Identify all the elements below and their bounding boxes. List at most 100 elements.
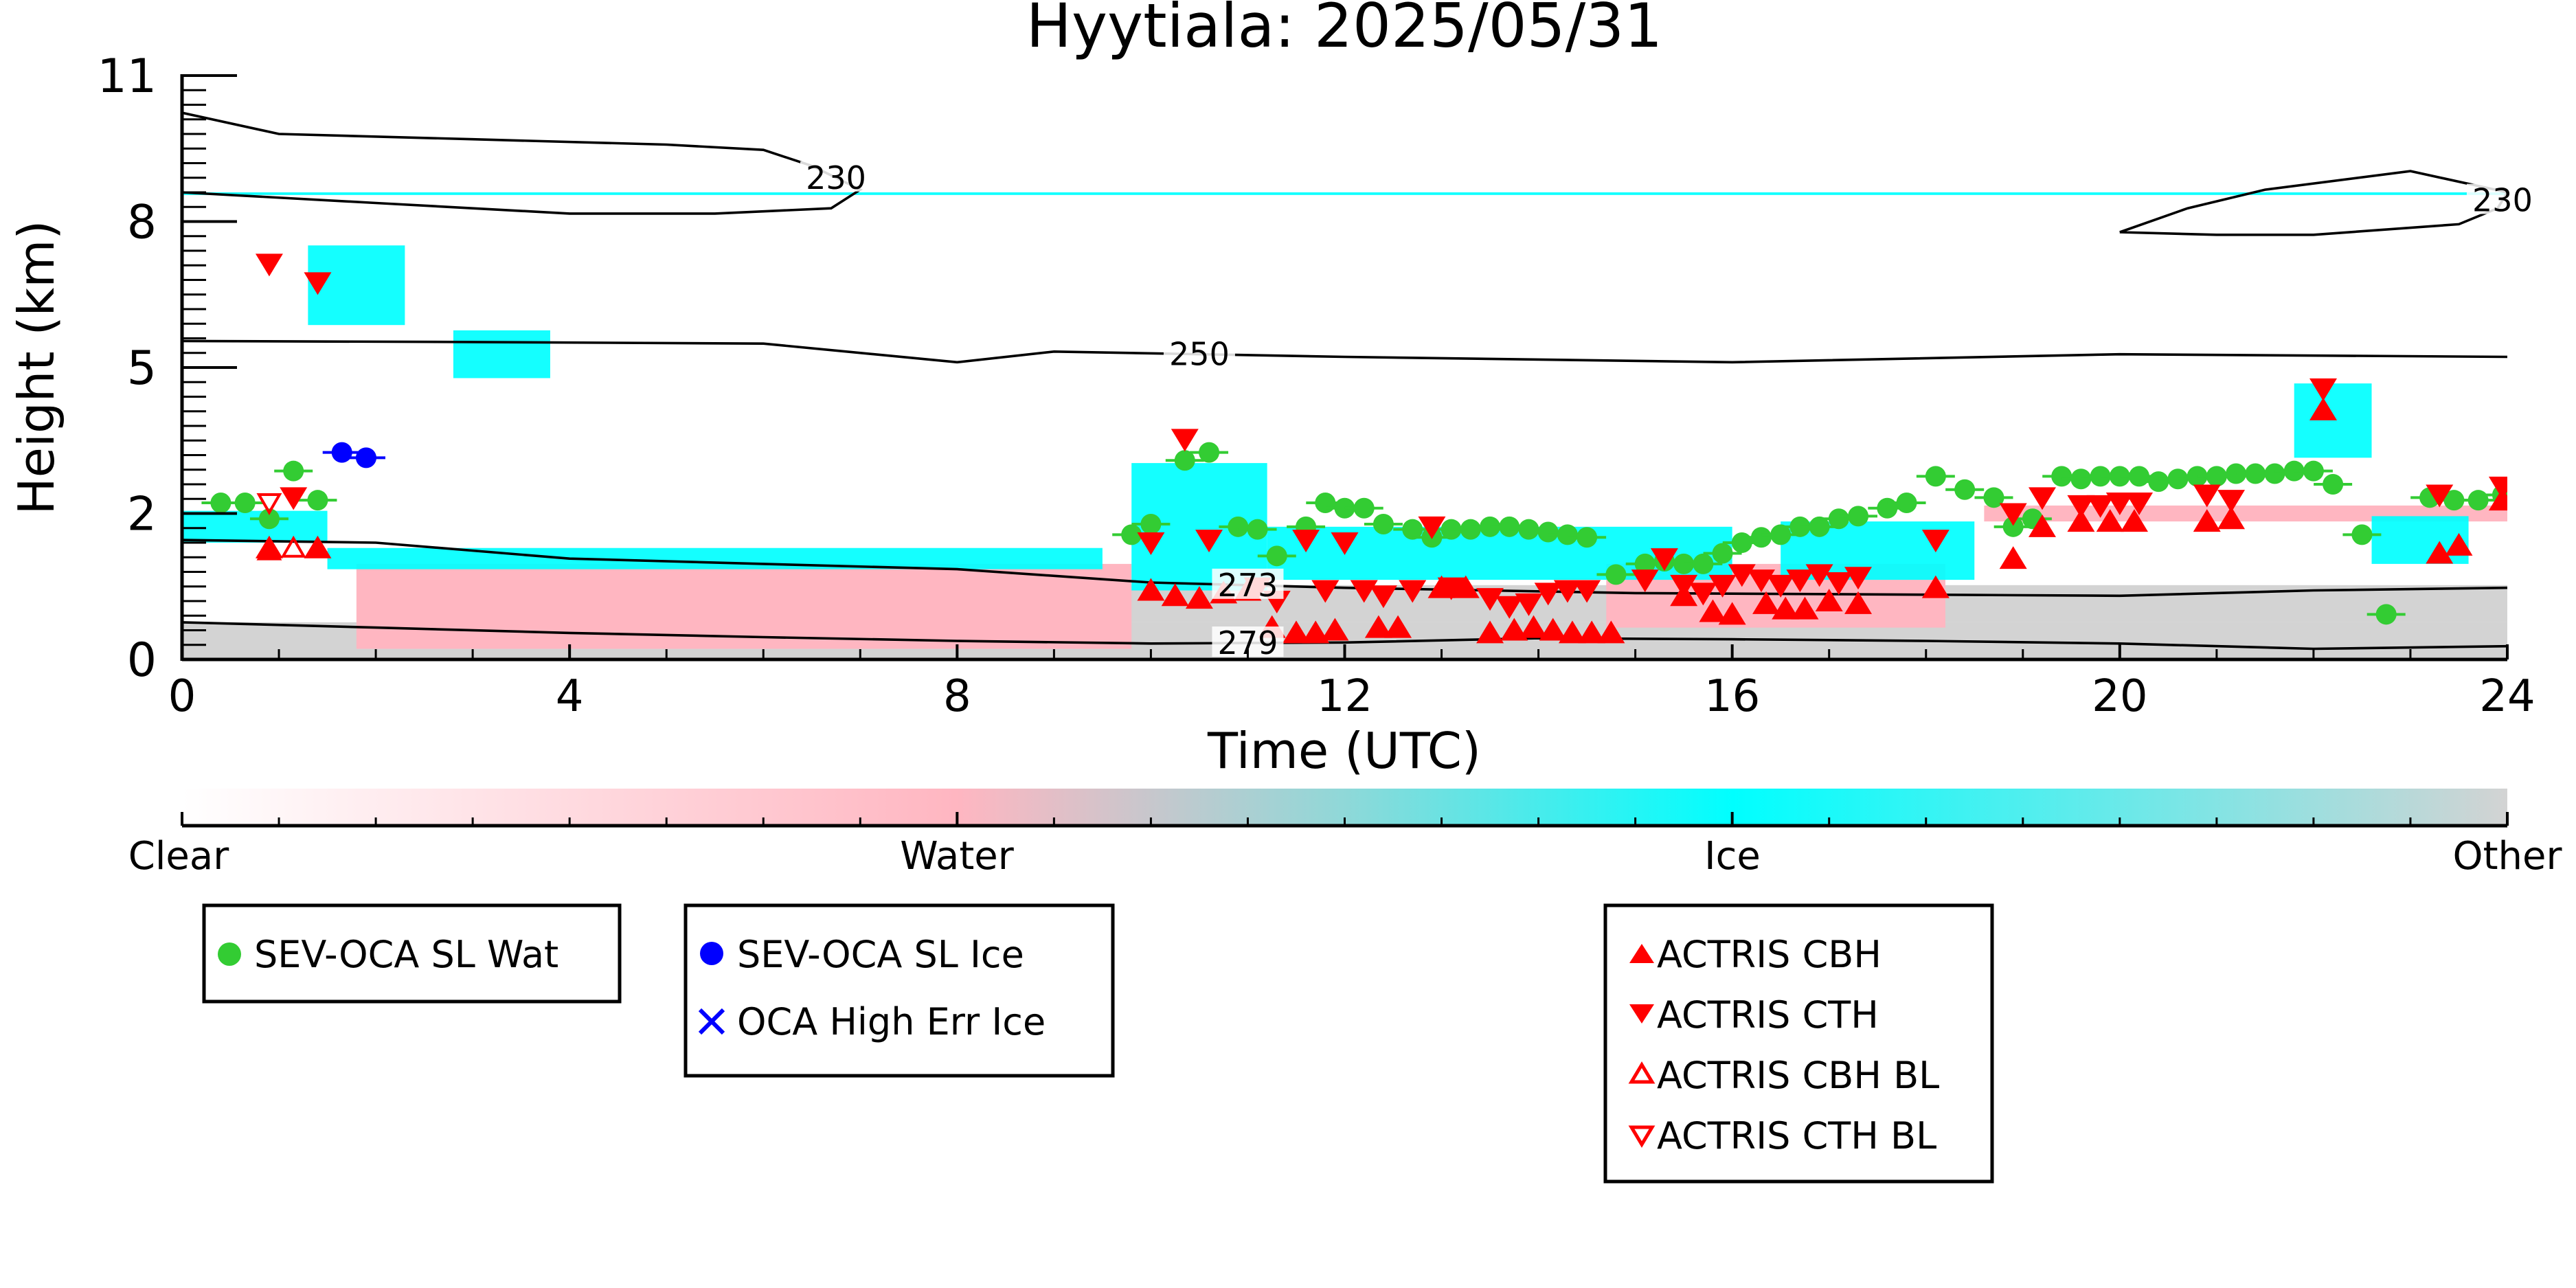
data-point <box>1999 546 2027 569</box>
data-point <box>355 447 376 468</box>
data-point <box>2187 466 2208 487</box>
data-point <box>2193 484 2221 508</box>
data-point <box>1228 516 1249 537</box>
x-tick-label: 16 <box>1704 671 1760 722</box>
data-point <box>1537 521 1559 543</box>
data-point <box>1786 569 1814 593</box>
data-point <box>1731 532 1752 553</box>
series-sev-oca-sl-wat <box>201 442 2507 625</box>
data-point <box>2002 516 2024 537</box>
data-point <box>2086 495 2114 518</box>
data-point <box>1634 553 1656 574</box>
x-tick-label: 4 <box>556 671 584 722</box>
data-point <box>1954 479 1976 500</box>
data-point <box>1199 442 1220 463</box>
contour-label-bg <box>2466 183 2538 214</box>
data-point <box>304 272 332 295</box>
contour-line <box>2119 170 2507 236</box>
data-point <box>1650 548 1678 572</box>
legend-marker-oca-high-err-ice <box>698 1008 725 1035</box>
data-point <box>1137 532 1165 555</box>
data-point <box>1983 487 2004 508</box>
layer-ice <box>182 192 2507 195</box>
data-point <box>2070 468 2092 490</box>
y-tick-label: 2 <box>127 488 157 542</box>
data-point <box>1500 618 1528 641</box>
data-point <box>280 535 306 558</box>
data-point <box>1440 519 1462 540</box>
data-point <box>255 253 283 277</box>
x-axis-label: Time (UTC) <box>1207 722 1481 780</box>
contour-label: 230 <box>806 159 866 196</box>
data-point <box>2426 484 2454 508</box>
data-point <box>2125 493 2154 516</box>
data-point <box>1282 620 1310 644</box>
data-point <box>2351 524 2373 545</box>
data-point <box>1451 575 1480 598</box>
data-point <box>1331 532 1359 555</box>
data-point <box>1828 508 1849 530</box>
legend-marker-actris-cth <box>1629 1004 1654 1024</box>
data-point <box>1460 519 1481 540</box>
data-point <box>1364 615 1392 638</box>
colorbar: Clear Water Ice Other <box>128 789 2562 879</box>
data-point <box>1848 506 1869 527</box>
data-point <box>1321 618 1349 641</box>
data-point <box>1534 583 1562 606</box>
data-point <box>2029 514 2056 537</box>
data-point <box>1699 599 1727 622</box>
data-point <box>1805 564 1833 587</box>
legend-marker-actris-cbh-bl <box>1628 1061 1656 1084</box>
data-point <box>1372 513 1394 534</box>
contour-line <box>182 111 863 215</box>
layer-ice <box>308 245 405 326</box>
data-point <box>1605 564 1627 585</box>
data-point <box>1161 583 1189 607</box>
data-point <box>1999 503 2027 526</box>
data-point <box>1195 530 1223 553</box>
data-point <box>307 490 328 511</box>
data-point <box>1673 553 1695 574</box>
series-actris-cth-bl <box>256 493 282 516</box>
legend-box-water: SEV-OCA SL Wat <box>202 903 622 1004</box>
data-point <box>1689 583 1717 606</box>
contour-label-bg <box>800 161 872 192</box>
data-point <box>1925 466 1946 487</box>
data-point <box>2067 509 2095 532</box>
data-point <box>1334 497 1355 519</box>
data-point <box>1437 577 1465 600</box>
data-point <box>1772 596 1800 620</box>
legend-label-oca-high-err-ice: OCA High Err Ice <box>737 1000 1046 1043</box>
data-point <box>1844 591 1873 614</box>
data-point <box>1791 596 1819 620</box>
data-point <box>2120 509 2148 532</box>
data-point <box>256 538 282 561</box>
data-point <box>1399 580 1427 603</box>
legend-frame-water <box>202 903 622 1004</box>
data-point <box>1476 620 1504 644</box>
x-tick-label: 24 <box>2479 671 2535 722</box>
data-point <box>1292 530 1320 553</box>
layer-water <box>356 563 1132 649</box>
data-point <box>1750 527 1772 548</box>
data-point <box>1809 516 1830 537</box>
axis-ticks: 0 4 8 12 16 20 24 0 2 5 8 11 <box>97 49 2535 722</box>
data-point <box>2029 487 2056 510</box>
data-point <box>1515 593 1543 616</box>
data-point <box>1495 596 1524 619</box>
colorbar-label-ice: Ice <box>1704 834 1761 879</box>
layer-ice <box>2294 383 2372 458</box>
data-point <box>1577 527 1598 548</box>
data-point <box>2226 463 2247 484</box>
legend-label-actris-cbh: ACTRIS CBH <box>1657 933 1882 976</box>
legend-frame-ice <box>683 903 1115 1078</box>
data-point <box>2264 463 2285 484</box>
data-point <box>1631 569 1659 593</box>
data-point <box>1877 497 1898 519</box>
plot-area <box>182 111 2507 659</box>
data-point <box>1708 574 1737 598</box>
data-point <box>1693 553 1714 574</box>
x-tick-label: 20 <box>2092 671 2147 722</box>
layer-ice <box>182 510 328 543</box>
